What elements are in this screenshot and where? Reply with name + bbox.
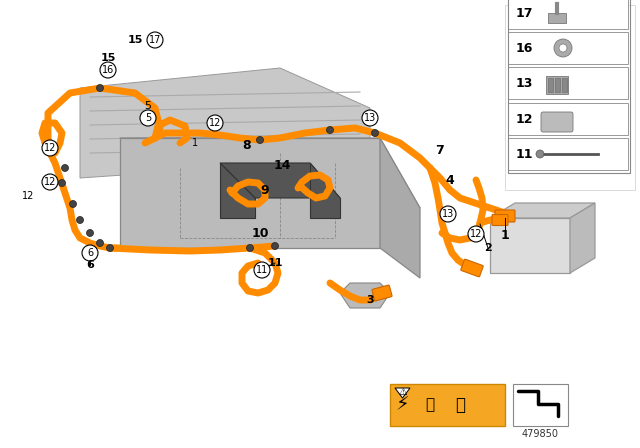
FancyBboxPatch shape [541,112,573,132]
Text: 16: 16 [102,65,114,75]
Circle shape [97,240,104,246]
Circle shape [254,262,270,278]
Bar [546,76,568,94]
Text: ⚡: ⚡ [395,396,409,414]
Circle shape [42,140,58,156]
Text: 10: 10 [252,227,269,240]
Bar [505,5,635,190]
Text: 15: 15 [100,53,116,63]
Text: 🖐: 🖐 [455,396,465,414]
Circle shape [362,110,378,126]
Text: 17: 17 [149,35,161,45]
Text: 12: 12 [44,143,56,153]
Polygon shape [490,218,570,273]
Circle shape [147,32,163,48]
Circle shape [42,174,58,190]
Bar [508,103,628,135]
Text: 6: 6 [87,248,93,258]
Bar [508,67,628,99]
Text: 11: 11 [516,147,534,160]
Circle shape [468,226,484,242]
Bar [513,384,568,426]
Text: 1: 1 [500,228,509,241]
Polygon shape [340,283,390,308]
Text: 12: 12 [44,177,56,187]
Text: 12: 12 [470,229,482,239]
Polygon shape [120,138,380,248]
Polygon shape [490,203,595,218]
Polygon shape [380,138,420,278]
Bar [548,78,553,92]
Text: 2: 2 [484,243,492,253]
Bar [390,384,505,426]
Circle shape [536,150,544,158]
Text: 📖: 📖 [426,397,435,413]
Text: 8: 8 [243,138,252,151]
Circle shape [82,245,98,261]
Text: 13: 13 [442,209,454,219]
Polygon shape [570,203,595,273]
Text: 1: 1 [192,138,198,148]
Bar [555,78,560,92]
Circle shape [559,44,567,52]
Bar [508,0,630,173]
Circle shape [371,129,378,137]
Bar [548,13,566,23]
Circle shape [77,216,83,224]
Circle shape [106,245,113,251]
Text: 17: 17 [516,7,534,20]
Bar [508,0,628,29]
Text: 11: 11 [268,258,283,268]
Circle shape [100,62,116,78]
Text: 12: 12 [209,118,221,128]
Text: 6: 6 [86,260,94,270]
Circle shape [70,201,77,207]
Circle shape [97,85,104,91]
Text: 14: 14 [273,159,291,172]
Circle shape [554,39,572,57]
Circle shape [61,164,68,172]
Circle shape [440,206,456,222]
Circle shape [140,110,156,126]
Circle shape [246,245,253,251]
Text: 7: 7 [436,143,444,156]
FancyBboxPatch shape [461,259,483,277]
Text: 16: 16 [516,42,533,55]
FancyBboxPatch shape [492,215,508,225]
Text: 13: 13 [516,77,533,90]
Text: 479850: 479850 [522,429,559,439]
Text: 12: 12 [22,191,34,201]
Text: 15: 15 [127,35,143,45]
Text: 9: 9 [260,184,269,197]
Text: 11: 11 [256,265,268,275]
Circle shape [257,137,264,143]
Text: 13: 13 [364,113,376,123]
Text: 3: 3 [366,295,374,305]
Polygon shape [120,138,420,208]
Text: 5: 5 [145,101,152,111]
Circle shape [207,115,223,131]
Circle shape [86,229,93,237]
FancyBboxPatch shape [372,285,392,301]
Bar [508,138,628,170]
Text: 12: 12 [516,112,534,125]
Polygon shape [80,68,370,178]
Bar [562,78,567,92]
Polygon shape [310,163,340,218]
Circle shape [58,180,65,186]
Text: 4: 4 [445,173,454,186]
Polygon shape [220,163,340,198]
Bar [508,32,628,64]
Text: ⚠: ⚠ [398,387,407,397]
Polygon shape [220,163,255,218]
Polygon shape [395,388,410,398]
Circle shape [326,126,333,134]
Circle shape [271,242,278,250]
FancyBboxPatch shape [495,210,515,222]
Text: 5: 5 [145,113,151,123]
